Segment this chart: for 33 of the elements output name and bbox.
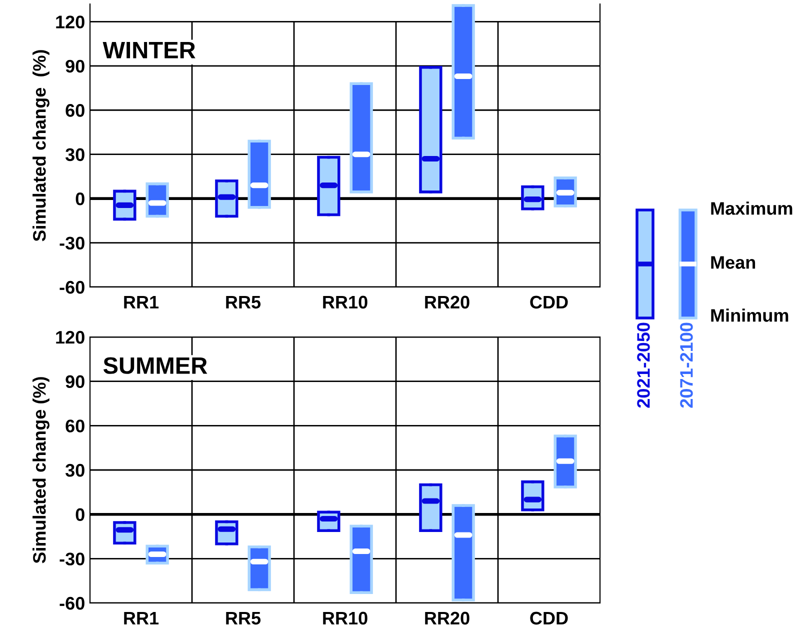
text: 2071-2100 [680, 322, 693, 408]
y-tick-label: -60 [60, 596, 84, 610]
y-tick-label: 120 [56, 16, 84, 28]
y-tick-label: -30 [60, 236, 84, 250]
y-tick-label: 30 [65, 464, 84, 477]
y-axis-title: Simulated change (%) [32, 50, 50, 242]
x-tick-label: RR20 [425, 296, 470, 309]
text: Mean [711, 256, 756, 269]
x-tick-label: RR1 [124, 296, 159, 308]
x-tick-label: RR5 [226, 296, 261, 309]
x-tick-label: RR10 [323, 296, 368, 309]
y-tick-label: -60 [60, 280, 84, 294]
x-tick-label: RR5 [226, 612, 261, 625]
text: 2021-2050 [637, 322, 650, 408]
x-tick-label: RR10 [323, 612, 368, 625]
y-tick-label: 90 [66, 375, 84, 388]
y-tick-label: 60 [66, 104, 84, 117]
x-tick-label: CDD [530, 296, 568, 309]
y-tick-label: 0 [76, 508, 84, 522]
y-tick-label: 60 [66, 420, 84, 432]
y-tick-label: 90 [66, 60, 84, 73]
text: SUMMER [103, 357, 208, 374]
x-tick-label: RR1 [124, 612, 159, 624]
y-axis-title: Simulated change (%) [32, 377, 50, 564]
x-tick-label: CDD [530, 612, 568, 625]
y-tick-label: -30 [60, 552, 84, 566]
y-tick-label: 30 [65, 148, 84, 162]
text: Maximum [711, 202, 792, 215]
y-tick-label: 120 [56, 330, 84, 344]
text: WINTER [102, 42, 196, 58]
y-tick-label: 0 [76, 192, 84, 206]
x-tick-label: RR20 [425, 612, 470, 625]
text: Minimum [711, 308, 788, 322]
